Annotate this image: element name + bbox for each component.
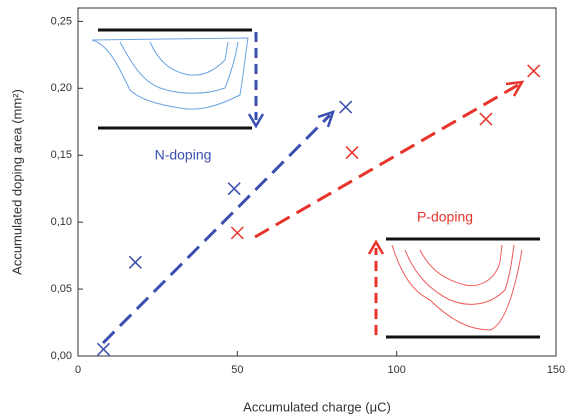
x-tick-label: 150: [547, 364, 565, 376]
marker: [227, 182, 241, 196]
marker: [128, 255, 142, 269]
n-doping-inset: [91, 28, 265, 130]
arrow-head: [317, 110, 335, 128]
marker: [527, 64, 541, 78]
marker: [230, 226, 244, 240]
arrow-head: [505, 80, 525, 97]
x-tick-label: 0: [75, 364, 81, 376]
y-tick-label: 0,20: [51, 82, 72, 94]
marker: [479, 112, 493, 126]
x-tick-label: 50: [231, 364, 243, 376]
marker: [345, 146, 359, 160]
x-tick-label: 100: [387, 364, 405, 376]
y-axis-label: Accumulated doping area (mm²): [9, 89, 24, 275]
marker: [96, 342, 111, 356]
plot-frame: [77, 7, 557, 357]
trend-arrows: [101, 83, 519, 345]
y-tick-label: 0,05: [51, 283, 72, 295]
x-axis-label: Accumulated charge (μC): [243, 399, 391, 414]
p-doping-inset: [367, 237, 540, 339]
y-tick-label: 0,00: [51, 350, 72, 362]
legend-label: N-doping: [155, 147, 212, 163]
y-tick-label: 0,25: [51, 15, 72, 27]
y-tick-label: 0,10: [51, 216, 72, 228]
legend-label: P-doping: [417, 209, 473, 225]
marker: [339, 100, 353, 114]
y-tick-label: 0,15: [51, 149, 72, 161]
